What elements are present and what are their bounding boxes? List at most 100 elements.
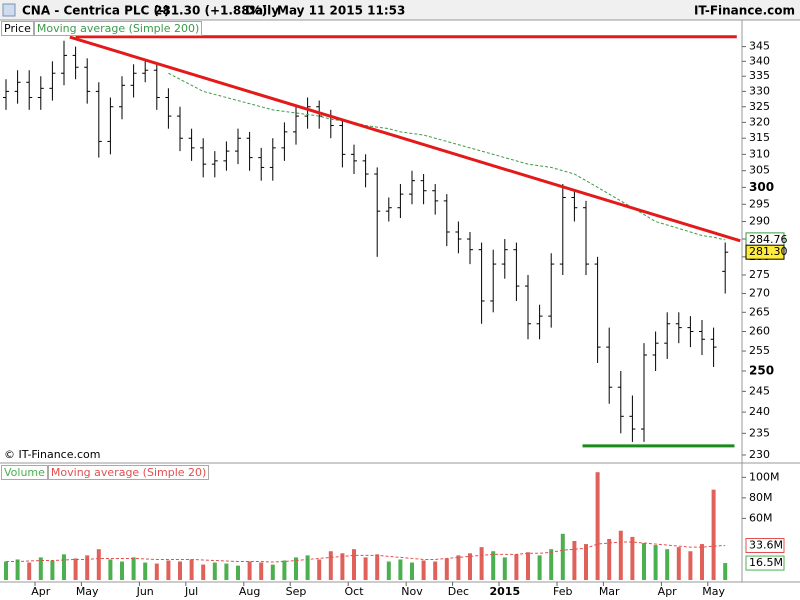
volume-bar bbox=[120, 561, 124, 580]
volume-bar bbox=[212, 562, 217, 580]
x-tick-label: Aug bbox=[239, 585, 260, 598]
volume-bar bbox=[676, 547, 681, 580]
y-tick-label: 250 bbox=[749, 363, 774, 377]
volume-bar bbox=[317, 559, 322, 580]
ma-line bbox=[6, 541, 726, 563]
y-tick-label: 315 bbox=[749, 131, 770, 144]
volume-bar bbox=[328, 551, 333, 580]
volume-bar bbox=[665, 549, 670, 580]
volume-bar bbox=[85, 555, 90, 580]
last-value-label: 284.76 bbox=[749, 233, 788, 246]
y-tick-label: 255 bbox=[749, 344, 770, 357]
volume-bar bbox=[572, 540, 577, 580]
volume-bar bbox=[618, 530, 623, 580]
volume-bar bbox=[73, 558, 78, 580]
y-tick-label: 335 bbox=[749, 69, 770, 82]
volume-bar bbox=[642, 543, 646, 580]
volume-bar bbox=[468, 553, 472, 580]
y-tick-label: 345 bbox=[749, 40, 770, 53]
volume-bar bbox=[410, 562, 414, 580]
volume-bar bbox=[224, 563, 229, 580]
x-tick-label: Oct bbox=[344, 585, 364, 598]
volume-bar bbox=[294, 557, 298, 580]
legend-entry: Volume bbox=[1, 465, 48, 480]
y-tick-label: 230 bbox=[749, 448, 770, 461]
trendline bbox=[69, 35, 741, 243]
volume-bar bbox=[178, 561, 182, 580]
x-tick-label: Nov bbox=[401, 585, 423, 598]
volume-bar bbox=[607, 538, 612, 580]
x-tick-label: Jul bbox=[184, 585, 198, 598]
last-value-label: 33.6M bbox=[749, 539, 783, 552]
volume-bar bbox=[96, 549, 101, 580]
y-tick-label: 320 bbox=[749, 115, 770, 128]
y-tick-label: 235 bbox=[749, 426, 770, 439]
legend-entry: Moving average (Simple 20) bbox=[47, 465, 210, 480]
y-tick-label: 275 bbox=[749, 268, 770, 281]
volume-bar bbox=[352, 549, 356, 580]
x-tick-label: Feb bbox=[553, 585, 572, 598]
volume-bar bbox=[131, 557, 136, 580]
volume-bar bbox=[595, 472, 600, 580]
watermark: © IT-Finance.com bbox=[4, 448, 101, 461]
symbol: CNA - Centrica PLC (-) bbox=[22, 4, 170, 18]
volume-bar bbox=[444, 558, 449, 580]
volume-bar bbox=[236, 565, 240, 580]
legend-entry: Moving average (Simple 200) bbox=[33, 21, 203, 36]
quote: 281.30 (+1.88%) bbox=[154, 4, 267, 18]
volume-bar bbox=[270, 564, 275, 580]
volume-bar bbox=[386, 561, 391, 580]
volume-bar bbox=[421, 560, 426, 580]
last-value-box bbox=[745, 538, 785, 553]
period: Daily bbox=[245, 4, 279, 18]
volume-bar bbox=[201, 564, 206, 580]
y-tick-label: 310 bbox=[749, 147, 770, 160]
volume-bar bbox=[15, 559, 20, 580]
volume-bar bbox=[549, 549, 554, 580]
x-tick-label: Sep bbox=[286, 585, 307, 598]
datetime: May 11 2015 11:53 bbox=[277, 4, 405, 18]
volume-bar bbox=[247, 561, 252, 580]
x-tick-label: May bbox=[76, 585, 99, 598]
volume-bar bbox=[38, 557, 43, 580]
x-tick-label: 2015 bbox=[489, 585, 520, 598]
volume-bar bbox=[630, 536, 635, 580]
y-tick-label: 240 bbox=[749, 405, 770, 418]
volume-bar bbox=[398, 559, 403, 580]
volume-bar bbox=[711, 489, 716, 580]
source: IT-Finance.com bbox=[694, 4, 795, 18]
y-tick-label: 60M bbox=[749, 511, 773, 524]
header-icon bbox=[2, 3, 16, 17]
legend-entry: Price bbox=[1, 21, 34, 36]
y-tick-label: 100M bbox=[749, 470, 780, 483]
volume-bar bbox=[143, 562, 148, 580]
volume-bar bbox=[305, 555, 310, 580]
volume-bar bbox=[479, 547, 484, 580]
x-tick-label: May bbox=[702, 585, 725, 598]
volume-bar bbox=[282, 560, 287, 580]
volume-bar bbox=[375, 554, 380, 580]
last-value-box bbox=[745, 555, 785, 571]
y-tick-label: 245 bbox=[749, 384, 770, 397]
volume-bar bbox=[653, 545, 658, 580]
volume-bar bbox=[688, 551, 693, 580]
volume-bar bbox=[108, 559, 113, 580]
y-tick-label: 295 bbox=[749, 197, 770, 210]
volume-bar bbox=[560, 533, 565, 580]
price-legend: Price Moving average (Simple 200) bbox=[1, 21, 203, 36]
volume-bar bbox=[491, 551, 496, 580]
volume-bar bbox=[363, 557, 368, 580]
volume-bar bbox=[537, 555, 542, 580]
last-value-box bbox=[745, 244, 785, 260]
volume-bar bbox=[50, 560, 55, 580]
y-tick-label: 265 bbox=[749, 305, 770, 318]
volume-bar bbox=[700, 544, 704, 580]
volume-bar bbox=[340, 553, 345, 580]
y-tick-label: 305 bbox=[749, 164, 770, 177]
x-tick-label: Apr bbox=[31, 585, 51, 598]
y-tick-label: 270 bbox=[749, 286, 770, 299]
last-value-label: 281.30 bbox=[749, 245, 788, 258]
volume-bar bbox=[584, 544, 588, 580]
volume-bar bbox=[189, 559, 194, 580]
